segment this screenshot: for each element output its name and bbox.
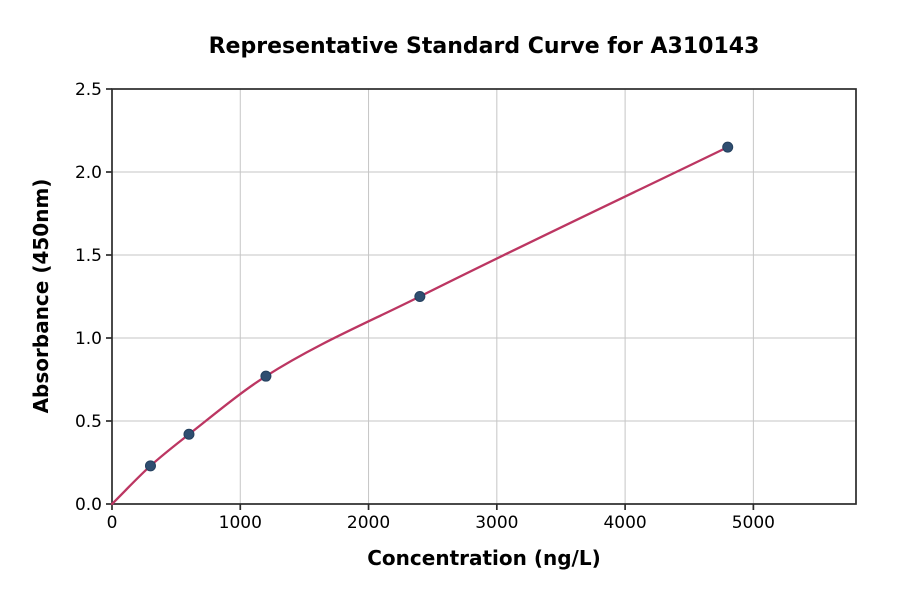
plot-frame (111, 88, 857, 505)
svg-text:1.0: 1.0 (75, 329, 102, 349)
svg-text:1000: 1000 (219, 513, 262, 533)
data-point (414, 291, 426, 302)
tick-labels: 0 1000 2000 3000 4000 5000 0.0 0.5 1.0 1.5 2.0 2.5 (75, 80, 775, 533)
svg-text:5000: 5000 (732, 513, 775, 533)
data-point (260, 370, 272, 382)
tick-marks (106, 88, 755, 510)
svg-text:4000: 4000 (603, 513, 646, 533)
svg-text:0.0: 0.0 (75, 495, 102, 515)
chart-title: Representative Standard Curve for A31014… (208, 34, 760, 59)
svg-text:1.5: 1.5 (75, 246, 102, 266)
svg-text:2.0: 2.0 (75, 163, 102, 183)
svg-text:0: 0 (107, 513, 118, 533)
svg-text:2000: 2000 (347, 513, 390, 533)
data-point (183, 428, 195, 440)
data-point (144, 460, 156, 472)
svg-text:3000: 3000 (475, 513, 518, 533)
data-points (144, 141, 734, 472)
data-point (722, 141, 734, 153)
fit-curve (110, 145, 729, 506)
x-axis-label: Concentration (ng/L) (367, 546, 601, 570)
gridlines (111, 88, 856, 505)
svg-text:0.5: 0.5 (75, 412, 102, 432)
svg-text:2.5: 2.5 (75, 80, 102, 100)
